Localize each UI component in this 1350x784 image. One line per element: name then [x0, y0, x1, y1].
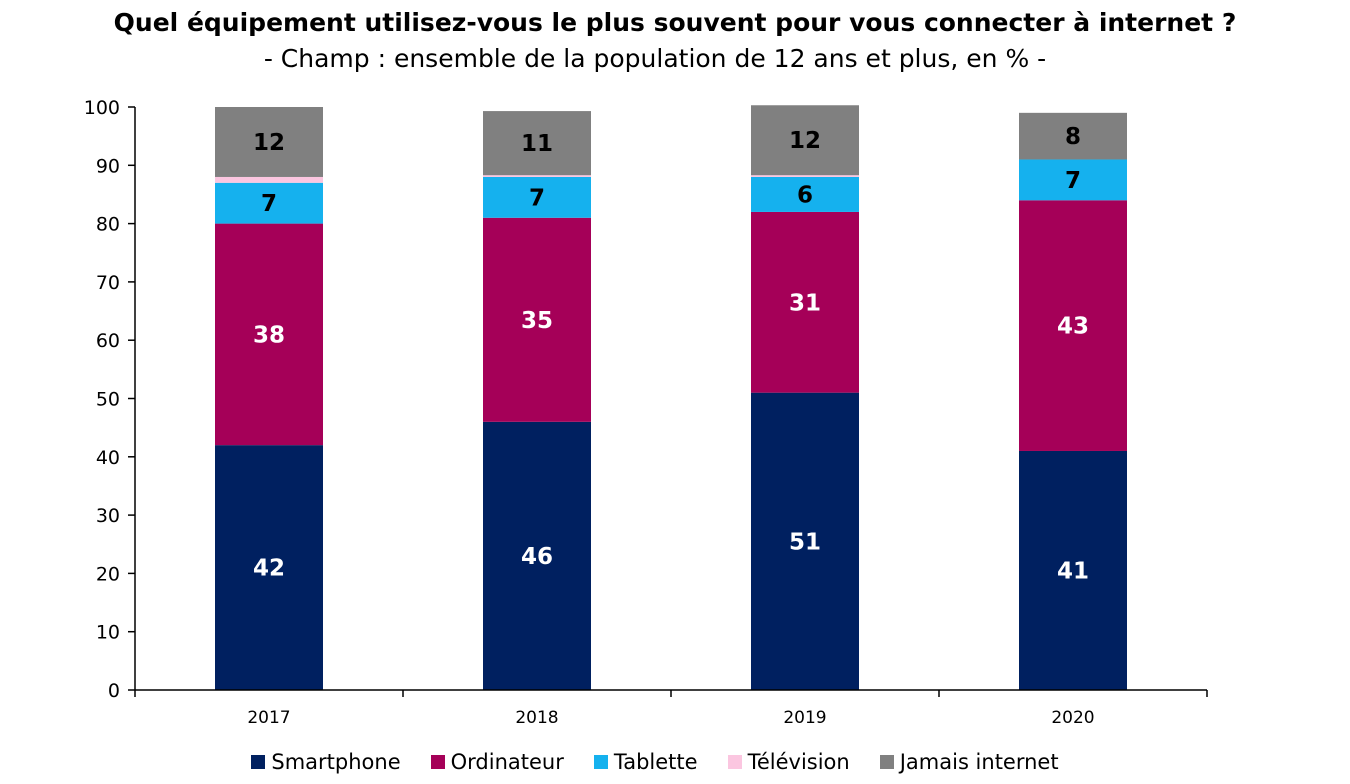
bar-segment [483, 175, 591, 177]
bar-segment [483, 176, 591, 218]
data-label: 7 [1065, 168, 1081, 194]
x-tick-label: 2020 [1051, 708, 1094, 728]
legend-label-tablette: Tablette [613, 750, 698, 774]
bar-segment [1019, 112, 1127, 160]
bar-segment [751, 176, 859, 212]
legend-item-tablette: Tablette [593, 750, 698, 774]
bar-segment [215, 107, 323, 177]
legend-item-television: Télévision [727, 750, 850, 774]
bar-segment [483, 217, 591, 422]
y-tick-label: 10 [96, 622, 120, 644]
data-label: 38 [253, 322, 285, 348]
chart-subtitle: - Champ : ensemble de la population de 1… [263, 44, 1047, 73]
bar-segment [483, 111, 591, 176]
bar-segment [215, 182, 323, 224]
y-tick-label: 80 [96, 214, 120, 236]
y-tick-label: 100 [84, 97, 120, 119]
legend-label-television: Télévision [747, 750, 850, 774]
y-tick-label: 60 [96, 330, 120, 352]
data-label: 35 [521, 308, 553, 334]
bar-segment [751, 211, 859, 393]
legend-label-smartphone: Smartphone [271, 750, 401, 774]
bar-segment [1019, 450, 1127, 690]
y-tick-label: 90 [96, 155, 120, 177]
chart-title: Quel équipement utilisez-vous le plus so… [113, 8, 1237, 37]
legend-label-ordinateur: Ordinateur [450, 750, 564, 774]
data-label: 6 [797, 182, 813, 208]
x-tick-label: 2017 [247, 708, 290, 728]
y-tick-label: 30 [96, 505, 120, 527]
legend-swatch-smartphone [251, 755, 266, 769]
bar-segment [483, 421, 591, 690]
data-label: 7 [261, 191, 277, 217]
legend-item-smartphone: Smartphone [251, 750, 401, 774]
data-label: 12 [789, 128, 821, 154]
legend-item-ordinateur: Ordinateur [430, 750, 564, 774]
data-label: 43 [1057, 314, 1089, 340]
legend-swatch-jamais-internet [879, 755, 894, 769]
y-tick-label: 40 [96, 447, 120, 469]
y-tick-label: 20 [96, 563, 120, 585]
data-label: 41 [1057, 558, 1089, 584]
legend-swatch-ordinateur [430, 755, 445, 769]
bar-segment [751, 105, 859, 176]
data-label: 42 [253, 556, 285, 582]
data-label: 11 [521, 131, 553, 157]
data-label: 51 [789, 529, 821, 555]
bar-segment [215, 223, 323, 446]
bar-segment [215, 445, 323, 690]
bar-segment [215, 176, 323, 183]
y-tick-label: 70 [96, 272, 120, 294]
bar-segment [1019, 159, 1127, 201]
data-label: 8 [1065, 124, 1081, 150]
y-tick-label: 0 [108, 680, 120, 702]
bar-segment [1019, 200, 1127, 451]
legend-swatch-television [727, 755, 742, 769]
data-label: 31 [789, 290, 821, 316]
legend-label-jamais-internet: Jamais internet [899, 750, 1059, 774]
data-label: 46 [521, 544, 553, 570]
x-tick-label: 2018 [515, 708, 558, 728]
bar-segment [751, 175, 859, 177]
data-label: 7 [529, 185, 545, 211]
legend-item-jamais-internet: Jamais internet [879, 750, 1059, 774]
bar-segment [751, 392, 859, 690]
x-tick-label: 2019 [783, 708, 826, 728]
legend-swatch-tablette [593, 755, 608, 769]
legend: Smartphone Ordinateur Tablette Télévisio… [0, 750, 1310, 774]
data-label: 12 [253, 130, 285, 156]
y-tick-label: 50 [96, 389, 120, 411]
